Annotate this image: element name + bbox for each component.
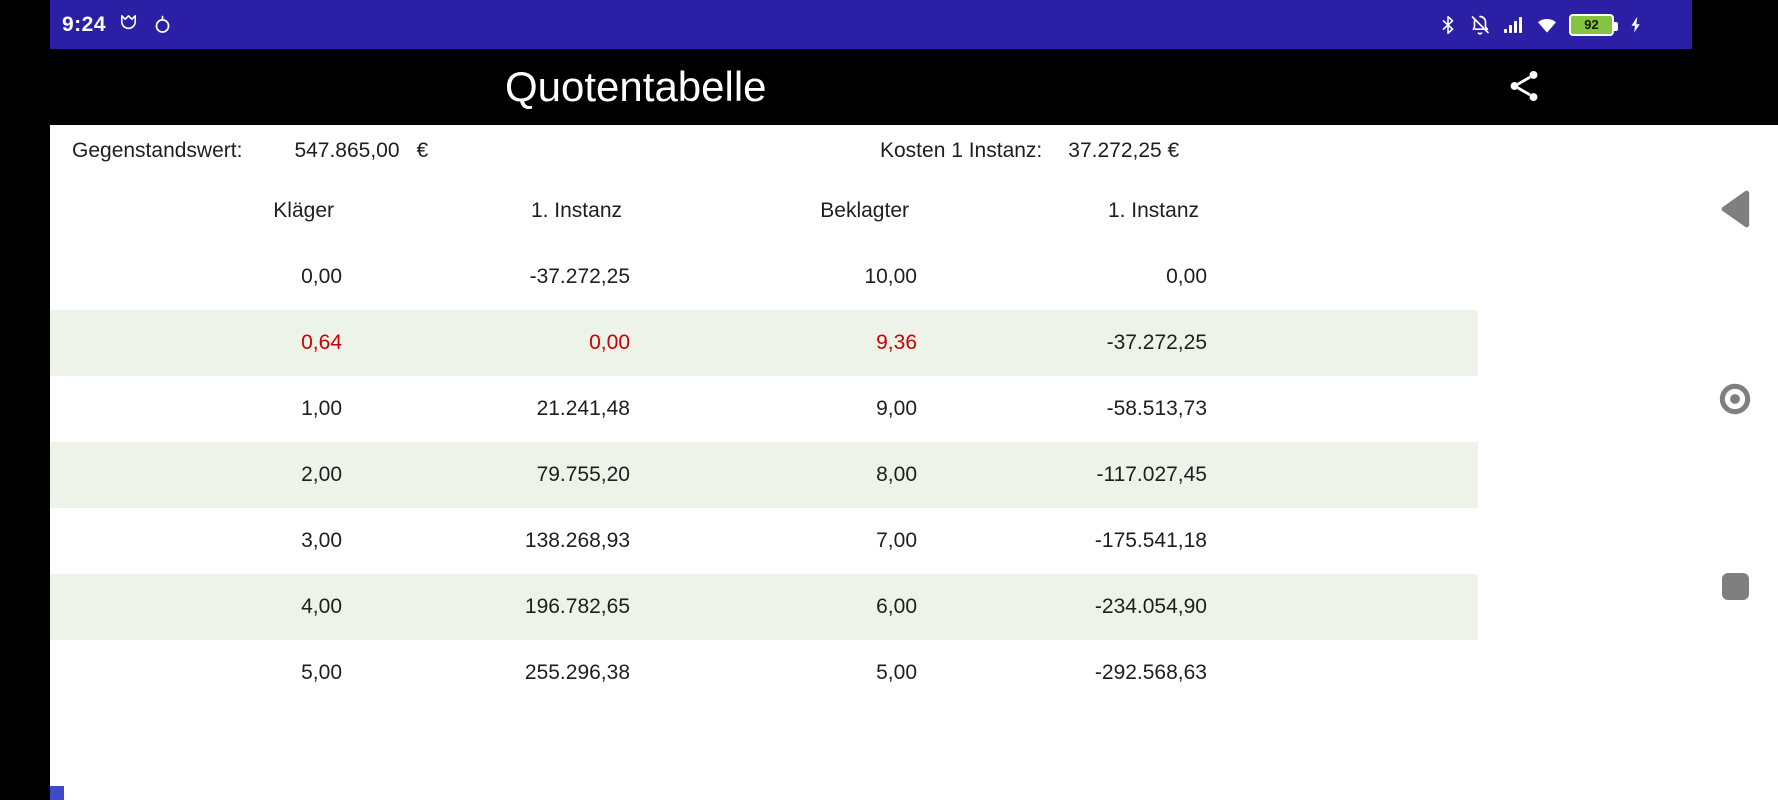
header-instanz-1: 1. Instanz [530,199,622,222]
cell-beklagter: 7,00 [876,529,917,552]
nav-bar-top-mask [1692,0,1778,125]
cell-instanz-2: -37.272,25 [1106,331,1207,354]
kosten-value: 37.272,25 € [1068,139,1180,162]
cell-instanz-2: -292.568,63 [1094,661,1207,684]
back-button[interactable] [1711,186,1759,234]
wifi-icon [1534,13,1560,37]
cell-instanz-1: -37.272,25 [529,265,630,288]
recents-icon [1721,572,1749,600]
status-bar: 9:24 [50,0,1692,49]
summary-right: Kosten 1 Instanz: 37.272,25 € [880,139,1179,163]
header-instanz-2: 1. Instanz [1107,199,1199,222]
bluetooth-icon [1437,13,1459,37]
cell-klaeger: 2,00 [301,463,342,486]
display-cutout-strip [0,0,50,800]
scroll-edge-indicator [50,786,64,800]
header-beklagter: Beklagter [820,199,909,222]
circle-icon [151,13,174,36]
tulip-icon [117,13,140,36]
cell-beklagter: 8,00 [876,463,917,486]
notifications-off-icon [1468,13,1492,37]
page-title: Quotentabelle [505,63,767,110]
share-button[interactable] [1502,65,1546,109]
cell-instanz-2: -234.054,90 [1094,595,1207,618]
cell-instanz-1: 255.296,38 [524,661,630,684]
table-row[interactable]: 3,00 138.268,93 7,00 -175.541,18 [50,508,1478,574]
share-icon [1505,67,1543,108]
cell-beklagter: 6,00 [876,595,917,618]
quota-table: Kläger 1. Instanz Beklagter 1. Instanz 0… [50,178,1478,706]
gegenstandswert-label: Gegenstandswert: [72,139,243,162]
table-row[interactable]: 4,00 196.782,65 6,00 -234.054,90 [50,574,1478,640]
cell-beklagter: 5,00 [876,661,917,684]
summary-row: Gegenstandswert: 547.865,00 € Kosten 1 I… [50,125,1692,178]
recents-button[interactable] [1711,562,1759,610]
navigation-bar [1692,0,1778,800]
table-row[interactable]: 5,00 255.296,38 5,00 -292.568,63 [50,640,1478,706]
cell-klaeger: 0,00 [301,265,342,288]
cell-instanz-1: 79.755,20 [536,463,630,486]
cell-instanz-1: 21.241,48 [536,397,630,420]
content-area: Gegenstandswert: 547.865,00 € Kosten 1 I… [50,125,1692,800]
cell-instanz-1: 0,00 [589,331,630,354]
cell-beklagter: 9,00 [876,397,917,420]
table-row[interactable]: 2,00 79.755,20 8,00 -117.027,45 [50,442,1478,508]
header-klaeger: Kläger [273,199,334,222]
cell-instanz-2: -117.027,45 [1096,463,1207,486]
cell-beklagter: 9,36 [876,331,917,354]
table-row[interactable]: 0,00 -37.272,25 10,00 0,00 [50,244,1478,310]
cell-klaeger: 1,00 [301,397,342,420]
home-icon [1716,380,1754,421]
battery-percent: 92 [1584,17,1599,32]
app-bar: Quotentabelle [50,49,1692,125]
cell-instanz-1: 196.782,65 [524,595,630,618]
cell-beklagter: 10,00 [864,265,917,288]
cell-klaeger: 3,00 [301,529,342,552]
table-row-selected[interactable]: 0,64 0,00 9,36 -37.272,25 [50,310,1478,376]
status-bar-left: 9:24 [62,13,174,37]
home-button[interactable] [1711,376,1759,424]
gegenstandswert-value: 547.865,00 [294,139,400,162]
cell-instanz-2: -175.541,18 [1094,529,1207,552]
table-row[interactable]: 1,00 21.241,48 9,00 -58.513,73 [50,376,1478,442]
kosten-label: Kosten 1 Instanz: [880,139,1043,162]
signal-strength-icon [1501,13,1525,37]
cell-instanz-2: 0,00 [1166,265,1207,288]
cell-klaeger: 5,00 [301,661,342,684]
battery-icon: 92 [1569,13,1618,36]
cell-instanz-2: -58.513,73 [1106,397,1207,420]
cell-instanz-1: 138.268,93 [524,529,630,552]
summary-left: Gegenstandswert: 547.865,00 € [72,139,428,163]
status-time: 9:24 [62,12,107,36]
charging-icon [1627,13,1645,37]
cell-klaeger: 4,00 [301,595,342,618]
back-icon [1717,189,1753,232]
table-header-row: Kläger 1. Instanz Beklagter 1. Instanz [50,178,1478,244]
gegenstandswert-currency: € [416,139,429,162]
app-window: 9:24 [50,0,1692,800]
cell-klaeger: 0,64 [301,331,342,354]
status-bar-right: 92 [1437,13,1645,37]
